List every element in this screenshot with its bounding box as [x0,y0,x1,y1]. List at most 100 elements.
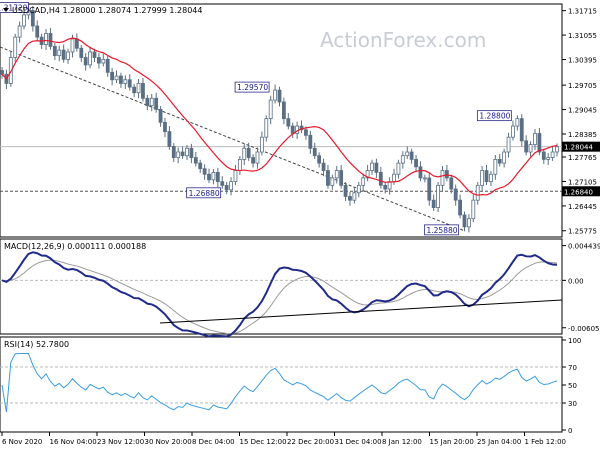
candle-body [312,147,317,157]
price-y-tick-label: 1.29705 [568,82,597,90]
candle-body [79,47,84,58]
candle-body [158,108,163,123]
candle-body [202,168,207,175]
candle-body [462,214,467,228]
candle-body [480,170,485,186]
candle-body [334,170,339,179]
candle-body [387,181,392,190]
x-tick-label: 15 Dec 12:00 [240,438,287,446]
candle-body [290,125,295,134]
x-tick-label: 23 Nov 12:00 [97,438,144,446]
candle-body [149,97,154,107]
candle-body [22,14,26,27]
macd-y-tick-label: 0.004439 [568,243,600,251]
x-tick-label: 22 Dec 20:00 [287,438,334,446]
price-y-tick-label: 1.27765 [568,154,597,162]
candle-body [145,97,150,107]
rsi-y-tick-label: 0 [568,427,572,435]
rsi-layer [0,353,562,413]
candle-body [348,196,352,201]
macd-panel-frame [0,238,563,335]
candle-body [515,118,520,127]
candle-body [180,151,185,157]
candle-body [35,25,40,38]
candle-body [193,157,198,164]
candle-body [264,118,269,138]
x-tick-label: 30 Nov 20:00 [145,438,192,446]
price-annotation-box [186,187,222,199]
price-y-tick-label: 1.27105 [568,178,597,186]
rsi-y-tick-label: 100 [568,337,581,345]
rsi-y-tick-label: 70 [568,364,577,372]
candle-body [471,199,476,220]
candle-body [383,184,388,190]
candle-body [541,151,546,160]
candle-body [330,177,335,186]
candle-body [246,147,251,158]
candle-body [198,162,203,170]
candle-body [0,70,4,75]
candle-body [392,173,396,183]
x-tick-label: 15 Jan 20:00 [430,438,474,446]
candle-body [83,57,88,66]
candle-body [132,86,137,94]
candle-body [343,184,348,197]
candle-body [467,218,471,228]
candle-body [396,162,401,175]
price-y-tick-label: 1.30395 [568,57,597,65]
price-annotation-label: 1.31720 [0,3,28,12]
macd-layer [0,251,563,338]
macd-main-line [1,251,558,338]
candle-body [356,184,361,194]
candle-body [458,199,462,216]
price-annotation-box [234,81,270,93]
candle-body [475,184,480,201]
candle-body [365,170,370,179]
candle-body [211,171,216,181]
candle-body [308,134,313,149]
rsi-panel-title: RSI(14) 52.7800 [4,340,69,349]
candle-body [361,177,366,186]
candle-body [207,173,211,181]
candle-body [444,170,449,179]
macd-trend-line [159,299,563,324]
watermark: ActionForex.com [320,28,486,52]
title-triangle-icon [3,8,9,12]
candle-body [171,146,176,158]
price-y-tick-label: 1.25775 [568,228,597,236]
candle-body [167,131,172,147]
candle-body [61,49,66,60]
x-tick-label: 25 Jan 04:00 [477,438,521,446]
candle-body [546,157,551,160]
candle-body [13,36,18,58]
x-tick-label: 8 Dec 04:00 [192,438,235,446]
candle-body [97,57,101,64]
candle-body [92,51,97,58]
candle-body [163,121,167,133]
candle-body [119,75,123,84]
price-y-tick-label: 1.31055 [568,32,597,40]
trend-line [0,46,466,232]
support-level-tag: 1.26840 [564,188,593,196]
candle-body [418,166,423,179]
price-panel-frame [0,3,563,238]
price-y-tick-label: 1.26445 [568,203,597,211]
current-price-tag: 1.28044 [564,144,593,152]
candle-body [528,144,533,153]
candle-body [17,25,22,38]
candle-body [66,51,70,60]
price-annotation-box [476,110,512,122]
candle-body [405,151,410,157]
candle-body [427,177,432,201]
candle-body [431,199,436,208]
candle-body [374,162,379,173]
candle-body [154,97,159,110]
candle-body [440,170,445,186]
axis-layer: 1.31715 1.31055 1.30395 1.29705 1.29045 1.283… [1,8,600,446]
candle-body [511,125,515,138]
candle-body [286,118,291,127]
candle-body [449,177,454,190]
candle-body [101,58,106,64]
